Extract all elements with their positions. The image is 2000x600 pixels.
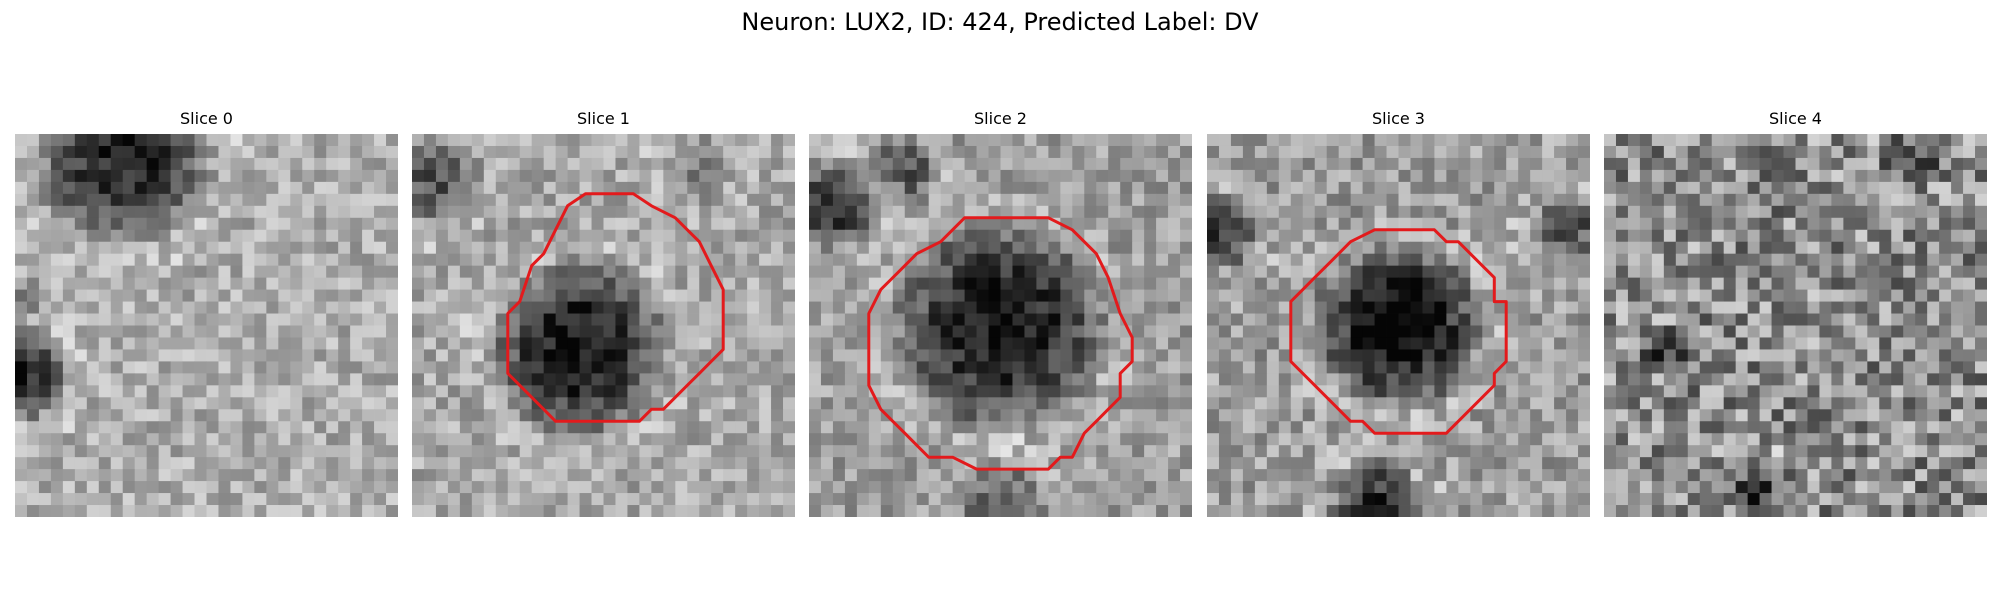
slice-panel-4: Slice 4 <box>1604 108 1987 517</box>
slice-image <box>412 134 795 517</box>
slice-title: Slice 2 <box>974 109 1027 128</box>
slice-image <box>809 134 1192 517</box>
slice-title: Slice 0 <box>180 109 233 128</box>
slice-title: Slice 3 <box>1372 109 1425 128</box>
cell-contour <box>506 192 725 423</box>
slice-image <box>1604 134 1987 517</box>
slice-panel-0: Slice 0 <box>15 108 398 517</box>
slice-image <box>1207 134 1590 517</box>
figure-title: Neuron: LUX2, ID: 424, Predicted Label: … <box>741 8 1259 36</box>
slice-panel-1: Slice 1 <box>412 108 795 517</box>
slice-panel-2: Slice 2 <box>809 108 1192 517</box>
cell-contour <box>1289 228 1508 435</box>
cell-contour <box>867 216 1134 471</box>
slice-panel-3: Slice 3 <box>1207 108 1590 517</box>
slice-title: Slice 4 <box>1769 109 1822 128</box>
slice-image <box>15 134 398 517</box>
slice-title: Slice 1 <box>577 109 630 128</box>
